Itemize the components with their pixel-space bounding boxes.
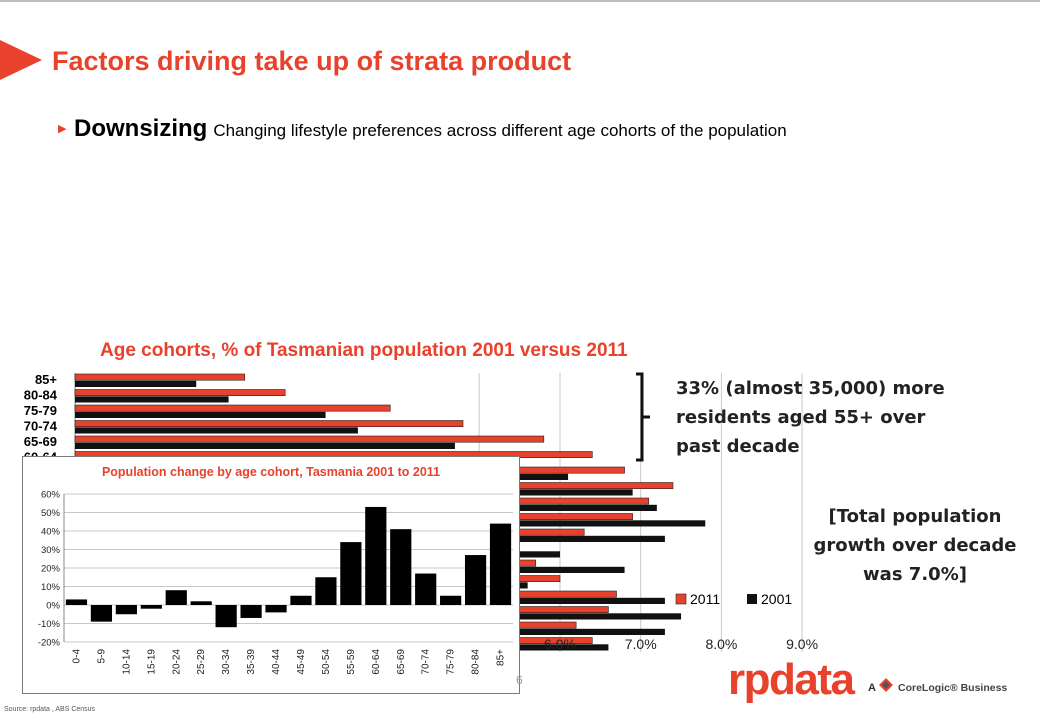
main-ylabel: 80-84 xyxy=(24,388,58,403)
inset-bar xyxy=(290,595,312,605)
corelogic-logo: CoreLogic® Business xyxy=(898,682,1008,694)
main-xtick: 8.0% xyxy=(705,636,737,652)
note-55-plus: 33% (almost 35,000) more residents aged … xyxy=(676,378,945,457)
inset-ytick: 30% xyxy=(41,545,61,556)
main-bar-2011 xyxy=(74,389,286,396)
main-bar-2001 xyxy=(75,411,326,418)
inset-ytick: -10% xyxy=(38,619,61,630)
inset-xtick: 5-9 xyxy=(96,649,107,664)
page-title: Factors driving take up of strata produc… xyxy=(52,46,572,76)
inset-bar xyxy=(240,605,262,618)
main-xtick: 7.0% xyxy=(625,636,657,652)
inset-bar xyxy=(464,555,487,605)
main-ylabel: 75-79 xyxy=(24,403,57,418)
top-border xyxy=(0,0,1040,2)
inset-xtick: 0-4 xyxy=(71,649,82,664)
main-ylabel: 65-69 xyxy=(24,434,57,449)
inset-xtick: 50-54 xyxy=(321,649,332,675)
corelogic-icon xyxy=(879,678,893,692)
inset-ytick: 60% xyxy=(41,490,61,501)
headline: Downsizing Changing lifestyle preferences… xyxy=(74,115,787,143)
inset-bar xyxy=(265,605,287,613)
inset-ytick: -20% xyxy=(38,638,61,649)
legend-label-2001: 2001 xyxy=(761,591,792,607)
inset-xtick: 70-74 xyxy=(421,649,432,675)
main-bar-2011 xyxy=(74,373,246,381)
main-bar-2011 xyxy=(74,420,464,427)
inset-chart-box: Population change by age cohort, Tasmani… xyxy=(22,456,520,694)
inset-xtick: 25-29 xyxy=(196,649,207,675)
inset-ytick: 50% xyxy=(41,508,61,519)
inset-bar xyxy=(365,506,387,605)
inset-ytick: 20% xyxy=(41,564,61,575)
inset-xtick: 15-19 xyxy=(146,649,157,675)
legend-swatch-2011 xyxy=(675,593,687,605)
legend-swatch-2001 xyxy=(747,594,757,604)
inset-xtick: 75-79 xyxy=(446,649,457,675)
inset-ytick: 40% xyxy=(41,527,61,538)
main-ylabel: 85+ xyxy=(35,372,57,387)
main-bar-2011 xyxy=(74,435,545,443)
inset-xtick: 45-49 xyxy=(296,649,307,675)
inset-bar xyxy=(489,523,512,605)
headline-sub: Changing lifestyle preferences across di… xyxy=(213,121,787,140)
main-bar-2001 xyxy=(75,380,197,387)
logo-a-text: A xyxy=(868,682,876,694)
legend-label-2011: 2011 xyxy=(690,591,720,607)
main-bar-2001 xyxy=(75,427,358,434)
main-xtick: 6.0% xyxy=(544,636,576,652)
source-note: Source: rpdata , ABS Census xyxy=(4,706,96,713)
inset-ytick: 0% xyxy=(46,601,60,612)
inset-xtick: 35-39 xyxy=(246,649,257,675)
inset-xtick: 30-34 xyxy=(221,649,232,675)
inset-xtick: 65-69 xyxy=(396,649,407,675)
inset-bar xyxy=(140,605,162,609)
main-bar-2001 xyxy=(75,396,229,403)
inset-xtick: 80-84 xyxy=(471,649,482,675)
inset-bar xyxy=(340,542,362,605)
inset-xtick: 55-59 xyxy=(346,649,357,675)
inset-bar xyxy=(115,605,137,615)
title-arrow-icon xyxy=(0,40,42,80)
main-bar-2001 xyxy=(75,442,455,449)
inset-bar xyxy=(190,601,212,605)
inset-xtick: 85+ xyxy=(496,649,507,666)
inset-bar xyxy=(390,529,412,605)
inset-bar xyxy=(215,605,237,628)
inset-xtick: 60-64 xyxy=(371,649,382,675)
main-chart-legend: 2011 2001 xyxy=(675,591,792,607)
inset-bar xyxy=(315,577,337,605)
inset-bar xyxy=(90,605,113,622)
bracket-icon xyxy=(636,372,650,462)
inset-chart: 60% 50% 40% 30% 20% 10% 0% -10% -20% 0-4 5-9 10-14 1… xyxy=(38,490,513,675)
inset-chart-bars xyxy=(65,506,512,628)
inset-ytick: 10% xyxy=(41,582,61,593)
inset-bar xyxy=(415,573,437,605)
headline-strong: Downsizing xyxy=(74,115,208,142)
inset-xtick: 10-14 xyxy=(121,649,132,675)
main-chart-title: Age cohorts, % of Tasmanian population 2… xyxy=(100,340,628,361)
main-ylabel: 70-74 xyxy=(24,419,58,434)
main-bar-2011 xyxy=(74,404,391,412)
inset-chart-labels: 60% 50% 40% 30% 20% 10% 0% -10% -20% 0-4 5-9 10-14 1… xyxy=(38,490,507,675)
main-xtick: 9.0% xyxy=(786,636,818,652)
bullet-triangle-icon: ▶ xyxy=(58,123,67,135)
inset-bar xyxy=(440,595,462,605)
inset-chart-grid xyxy=(63,493,513,643)
inset-bar xyxy=(165,590,187,605)
inset-chart-title: Population change by age cohort, Tasmani… xyxy=(101,465,441,479)
page-number: 6 xyxy=(516,673,523,687)
inset-xtick: 40-44 xyxy=(271,649,282,675)
inset-xtick: 20-24 xyxy=(171,649,182,675)
rpdata-logo: rpdata xyxy=(728,655,855,704)
inset-bar xyxy=(65,599,88,605)
note-total-growth: [Total population growth over decade was… xyxy=(813,506,1017,585)
